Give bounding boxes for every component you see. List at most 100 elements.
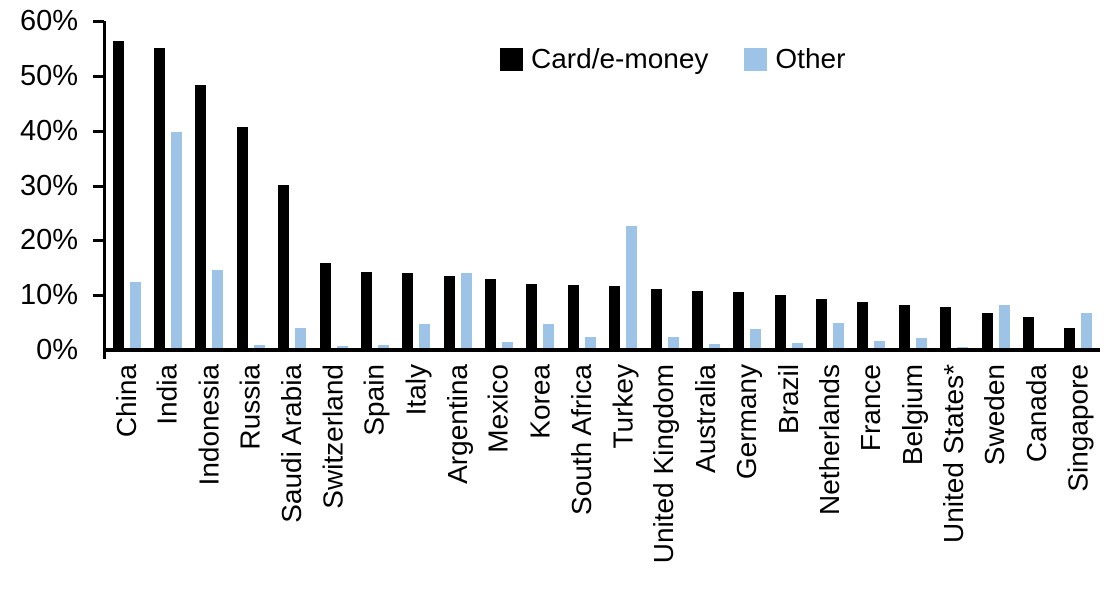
bar-card-e-money	[526, 284, 538, 350]
bar-other	[543, 324, 555, 350]
bar-group-south-africa	[561, 21, 602, 350]
legend-label-card-emoney: Card/e-money	[531, 43, 709, 74]
x-label-slot: Turkey	[603, 354, 644, 594]
bar-other	[750, 329, 762, 350]
bar-group-korea	[520, 21, 561, 350]
bar-other	[667, 337, 679, 350]
x-label-slot: Brazil	[768, 354, 809, 594]
x-label: France	[855, 364, 887, 452]
bar-group-india	[147, 21, 188, 350]
y-tick-label: 20%	[19, 224, 78, 257]
x-label: China	[110, 364, 142, 438]
card-emoney-swatch-icon	[500, 47, 523, 71]
bar-group-australia	[685, 21, 726, 350]
bar-card-e-money	[319, 263, 331, 350]
bar-card-e-money	[940, 307, 952, 350]
bar-other	[171, 132, 183, 350]
bar-card-e-money	[857, 302, 869, 350]
bar-card-e-money	[774, 295, 786, 350]
x-label-slot: Singapore	[1058, 354, 1099, 594]
bar-other	[253, 345, 265, 350]
bar-group-indonesia	[189, 21, 230, 350]
x-label: United States*	[938, 364, 970, 543]
bar-group-switzerland	[313, 21, 354, 350]
bar-group-mexico	[478, 21, 519, 350]
bar-group-china	[106, 21, 147, 350]
x-label: Netherlands	[814, 364, 846, 515]
x-label: Spain	[358, 364, 390, 436]
bar-other	[460, 273, 472, 350]
x-label-slot: South Africa	[561, 354, 602, 594]
bar-other	[874, 341, 886, 350]
x-label-slot: Netherlands	[809, 354, 850, 594]
bar-other	[708, 344, 720, 350]
x-label-slot: United Kingdom	[644, 354, 685, 594]
x-label: Brazil	[772, 364, 804, 435]
x-label-slot: China	[106, 354, 147, 594]
bar-other	[129, 282, 141, 350]
bar-card-e-money	[733, 292, 745, 350]
x-label-slot: Italy	[396, 354, 437, 594]
x-axis-labels: China India Indonesia Russia Saudi Arabia Swi…	[106, 354, 1099, 594]
x-label: Germany	[731, 364, 763, 480]
x-label-slot: Indonesia	[189, 354, 230, 594]
bar-group-spain	[354, 21, 395, 350]
x-label-slot: Australia	[685, 354, 726, 594]
bar-card-e-money	[898, 305, 910, 350]
bar-card-e-money	[650, 289, 662, 350]
bar-group-united-states	[934, 21, 975, 350]
bar-card-e-money	[485, 279, 497, 350]
x-label: Canada	[1020, 364, 1052, 463]
x-label: United Kingdom	[648, 364, 680, 564]
x-label-slot: France	[851, 354, 892, 594]
bar-other	[295, 328, 307, 350]
x-label: Saudi Arabia	[276, 364, 308, 523]
y-tick-mark	[93, 184, 104, 188]
x-label-slot: Belgium	[892, 354, 933, 594]
x-label: Turkey	[607, 364, 639, 449]
x-label-slot: Argentina	[437, 354, 478, 594]
x-label: Switzerland	[317, 364, 349, 509]
x-label-slot: Canada	[1016, 354, 1057, 594]
plot-area	[106, 21, 1099, 350]
y-tick-label: 10%	[19, 279, 78, 312]
bar-card-e-money	[443, 276, 455, 350]
bar-other	[377, 345, 389, 350]
x-label: Belgium	[896, 364, 928, 466]
x-label: India	[152, 364, 184, 425]
bar-other	[502, 342, 514, 350]
bar-other	[584, 337, 596, 350]
bar-group-united-kingdom	[644, 21, 685, 350]
bar-card-e-money	[154, 48, 166, 350]
x-label: South Africa	[565, 364, 597, 515]
bar-card-e-money	[236, 127, 248, 350]
bar-other	[419, 324, 431, 350]
y-tick-label: 50%	[19, 59, 78, 92]
bar-group-russia	[230, 21, 271, 350]
bar-card-e-money	[609, 286, 621, 350]
x-label: Korea	[524, 364, 556, 439]
x-label: Singapore	[1062, 364, 1094, 492]
legend-item-other: Other	[744, 44, 845, 74]
y-tick-mark	[93, 239, 104, 243]
bar-group-netherlands	[809, 21, 850, 350]
y-tick-mark	[93, 20, 104, 23]
x-label: Italy	[400, 364, 432, 416]
bar-card-e-money	[278, 185, 290, 350]
bar-group-france	[851, 21, 892, 350]
bar-other	[998, 305, 1010, 350]
x-axis-line	[103, 348, 1100, 352]
y-tick-label: 60%	[19, 5, 78, 37]
x-label-slot: Sweden	[975, 354, 1016, 594]
y-tick-label: 40%	[19, 114, 78, 147]
x-label-slot: Spain	[354, 354, 395, 594]
x-label-slot: Germany	[727, 354, 768, 594]
x-label-slot: Saudi Arabia	[272, 354, 313, 594]
bar-card-e-money	[691, 291, 703, 350]
bar-card-e-money	[195, 85, 207, 350]
bar-other	[833, 323, 845, 350]
other-swatch-icon	[744, 47, 768, 71]
y-tick-mark	[93, 294, 104, 298]
bar-group-argentina	[437, 21, 478, 350]
